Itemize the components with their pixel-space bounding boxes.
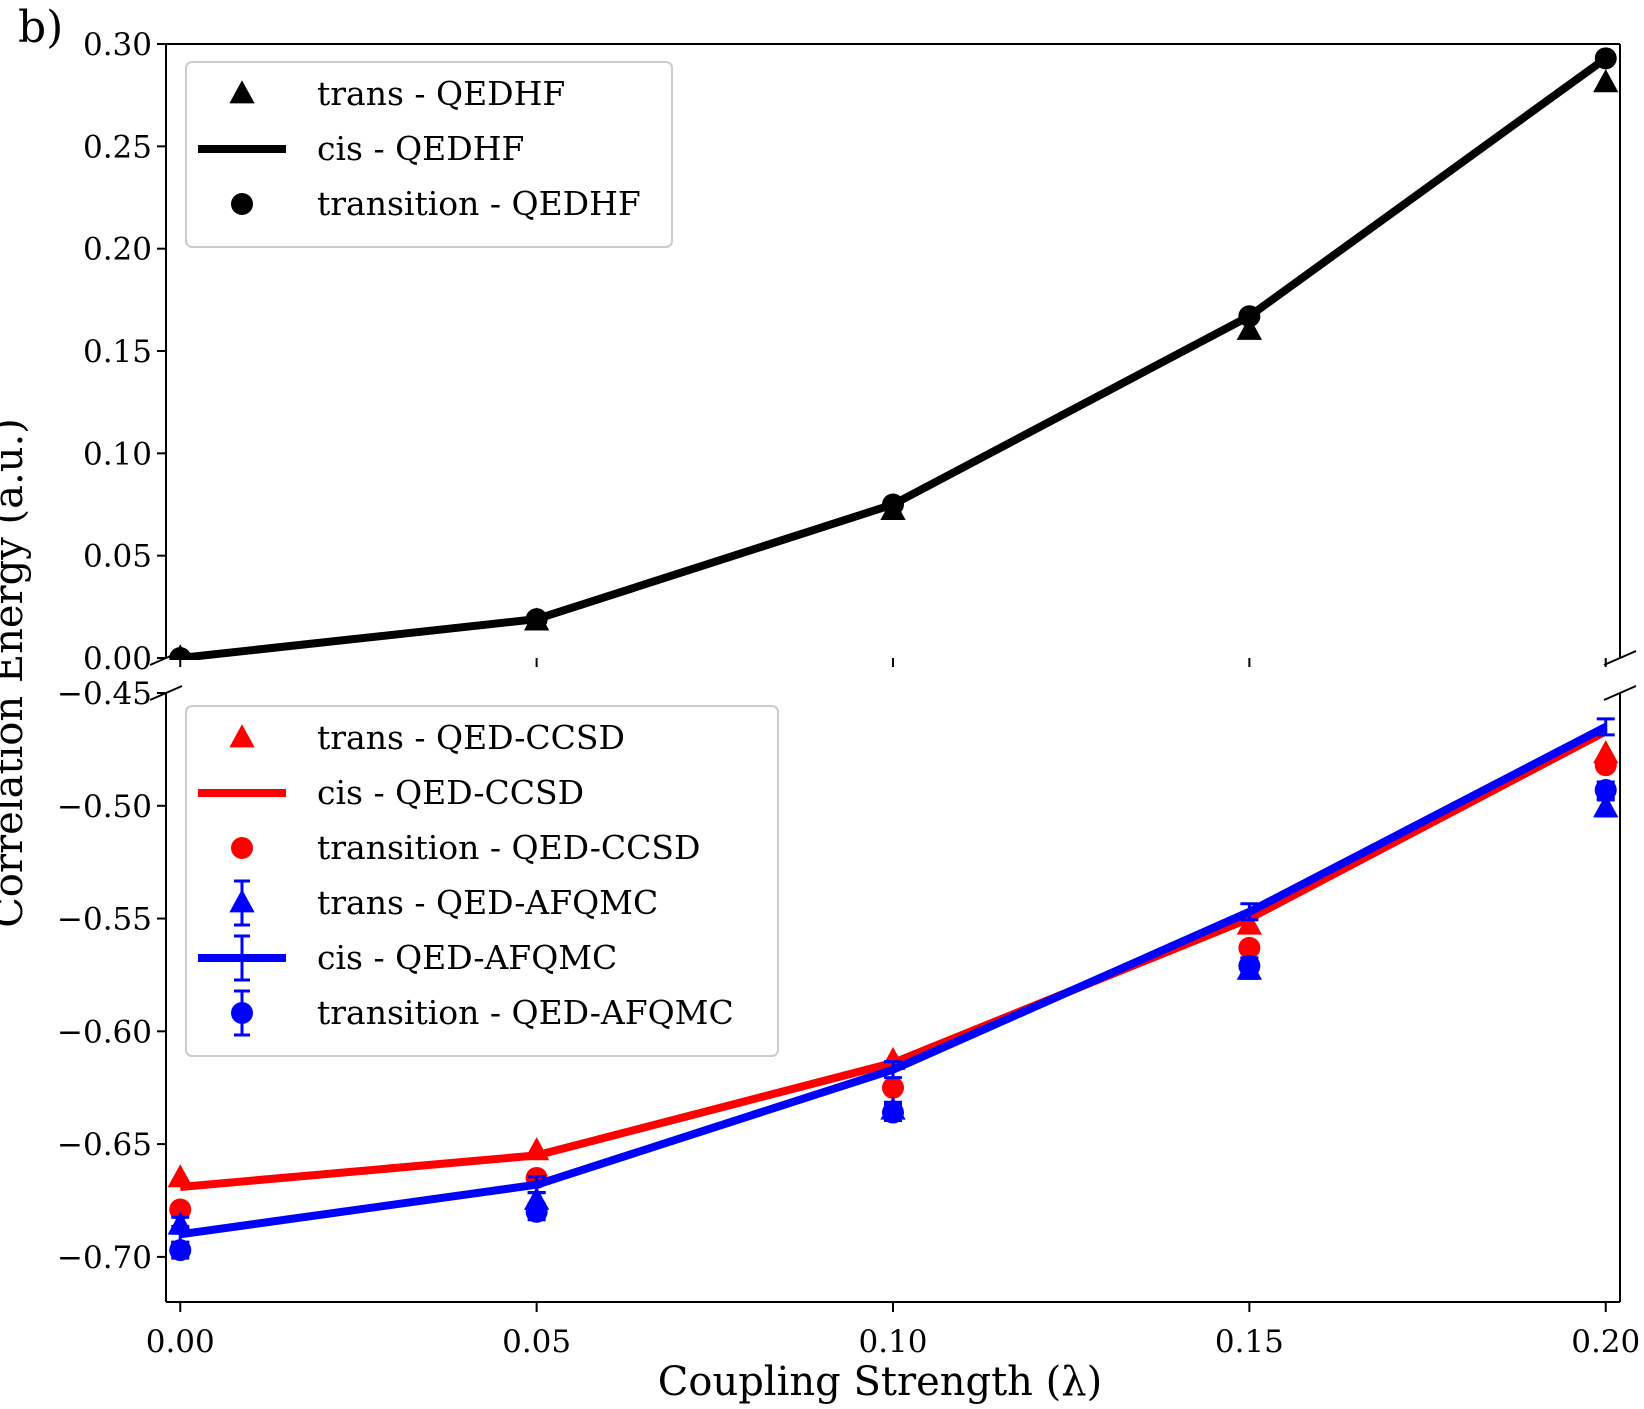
data-point [1238, 305, 1261, 328]
data-point [1238, 936, 1261, 959]
series-cis-qed-afqmc [171, 717, 1615, 1244]
data-point [525, 608, 548, 631]
data-point [1594, 47, 1617, 70]
data-point [1238, 954, 1261, 977]
legend-label: transition - QED-CCSD [317, 828, 700, 867]
y-tick-label: 0.10 [83, 436, 152, 472]
data-point [882, 1101, 904, 1124]
y-tick-label: 0.00 [83, 641, 152, 677]
y-tick-label: 0.25 [83, 129, 152, 165]
legend-label: trans - QED-CCSD [317, 718, 625, 757]
series-transition-qedhf [169, 47, 1617, 660]
legend-entry: trans - QED-AFQMC [229, 879, 658, 927]
x-axis: 0.00 0.05 0.10 0.15 0.20 [146, 1302, 1640, 1360]
legend-entry: transition - QED-CCSD [231, 828, 700, 867]
panel-label: b) [18, 2, 63, 53]
bottom-panel: −0.45 −0.50 −0.55 −0.60 −0.65 −0.70 [57, 676, 1621, 1303]
plot-area [167, 717, 1619, 1262]
x-tick-label: 0.05 [502, 1324, 571, 1360]
y-tick-label: 0.05 [83, 539, 152, 575]
data-point [882, 1076, 904, 1099]
y-tick-label: −0.60 [57, 1014, 152, 1050]
legend-label: trans - QEDHF [317, 74, 565, 113]
data-point [1593, 69, 1619, 93]
x-tick-label: 0.10 [858, 1324, 927, 1360]
legend-frame [185, 705, 779, 1057]
y-tick-label: −0.50 [57, 789, 152, 825]
x-axis-label: Coupling Strength (λ) [658, 1359, 1102, 1405]
legend-label: transition - QED-AFQMC [317, 993, 734, 1032]
legend-entry: transition - QED-AFQMC [231, 989, 734, 1037]
legend-marker [231, 837, 253, 859]
legend-label: cis - QED-AFQMC [317, 938, 617, 977]
data-point [1236, 911, 1263, 935]
legend-label: cis - QED-CCSD [317, 773, 584, 812]
y-tick-label: 0.30 [83, 27, 152, 63]
legend-entry: trans - QEDHF [229, 74, 565, 113]
plot-area [169, 47, 1619, 660]
legend-marker [229, 80, 255, 104]
legend-label: transition - QEDHF [317, 184, 641, 223]
legend-marker [231, 193, 253, 215]
data-point [1594, 778, 1617, 801]
break-mark [149, 685, 183, 701]
legend-entry: cis - QED-CCSD [198, 773, 584, 812]
y-axis-label: Correlation Energy (a.u.) [0, 418, 32, 928]
break-mark [1603, 650, 1637, 666]
top-panel: 0.00 0.05 0.10 0.15 0.20 0.25 0.30 [83, 27, 1621, 677]
x-tick-label: 0.20 [1571, 1324, 1640, 1360]
x-tick-label: 0.15 [1215, 1324, 1284, 1360]
y-tick-label: 0.15 [83, 334, 152, 370]
legend-marker [229, 889, 255, 913]
data-point [1236, 316, 1263, 340]
legend-frame [185, 61, 673, 248]
y-tick-label: −0.70 [57, 1240, 152, 1276]
legend-marker [231, 1002, 253, 1024]
series-transition-qed-ccsd [169, 754, 1617, 1221]
data-point [169, 1198, 192, 1221]
data-point [169, 1239, 192, 1262]
legend-marker [229, 724, 255, 748]
y-tick-label: −0.65 [57, 1127, 152, 1163]
break-mark [1603, 685, 1637, 701]
axis-break-marks [149, 650, 1637, 701]
break-mark [149, 650, 183, 666]
data-point [167, 1211, 193, 1235]
data-point [525, 1200, 548, 1223]
legend-entry: cis - QED-AFQMC [198, 934, 617, 982]
data-point [167, 1164, 193, 1188]
data-point [1594, 754, 1617, 777]
legend-entry: transition - QEDHF [231, 184, 641, 223]
bottom-legend: trans - QED-CCSD cis - QED-CCSD transition… [185, 705, 779, 1057]
data-point [882, 493, 904, 516]
x-tick-label: 0.00 [146, 1324, 215, 1360]
y-tick-label: −0.55 [57, 902, 152, 938]
legend-label: trans - QED-AFQMC [317, 883, 658, 922]
y-tick-label: −0.45 [57, 676, 152, 712]
series-transition-qed-afqmc [169, 778, 1617, 1262]
data-point [1593, 794, 1619, 818]
legend-entry: cis - QEDHF [198, 129, 524, 168]
legend-entry: trans - QED-CCSD [229, 718, 625, 757]
y-tick-label: 0.20 [83, 232, 152, 268]
data-point [169, 647, 192, 660]
legend-label: cis - QEDHF [317, 129, 524, 168]
top-legend: trans - QEDHF cis - QEDHF transition - QED… [185, 61, 673, 248]
